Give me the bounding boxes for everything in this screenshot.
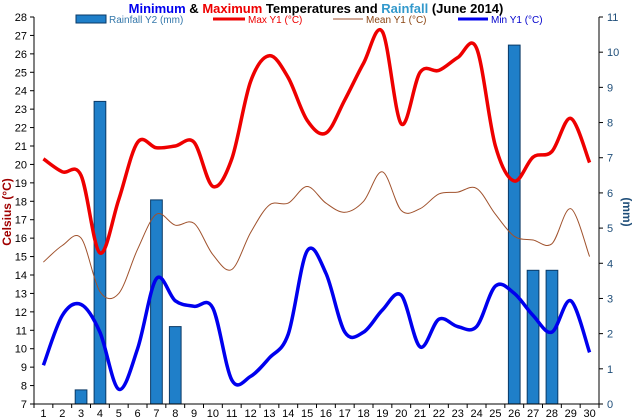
x-tick-label: 24 [470,408,482,420]
rainfall-bar [526,269,540,405]
title-part: (June 2014) [428,1,503,16]
rainfall-bar [507,44,521,405]
x-tick-label: 5 [116,408,122,420]
x-tick-label: 4 [97,408,103,420]
legend-label-rainfall: Rainfall Y2 (mm) [109,15,183,26]
rainfall-bar [545,269,559,405]
x-tick-label: 30 [583,408,595,420]
y-left-tick-label: 18 [15,196,27,208]
x-tick-label: 29 [565,408,577,420]
y-left-tick-label: 10 [15,344,27,356]
y-left-tick-label: 20 [15,159,27,171]
x-tick-label: 8 [172,408,178,420]
title-part: Rainfall [381,1,428,16]
title-part: Temperatures and [262,1,381,16]
series-line-max [42,27,592,255]
y-left-tick-label: 26 [15,49,27,61]
y-right-tick-label: 2 [607,329,613,341]
y-right-tick-label: 5 [607,223,613,235]
x-tick-label: 15 [301,408,313,420]
legend-label-mean: Mean Y1 (°C) [366,15,427,26]
y-left-tick-label: 21 [15,141,27,153]
legend-label-min: Min Y1 (°C) [491,15,543,26]
chart-title: Minimum & Maximum Temperatures and Rainf… [129,1,504,16]
x-tick-label: 10 [207,408,219,420]
y-left-tick-label: 24 [15,86,27,98]
y-left-tick-label: 23 [15,104,27,116]
y-right-tick-label: 8 [607,118,613,130]
series-line-min [41,246,592,392]
y-left-tick-label: 13 [15,288,27,300]
series-line-mean [43,171,591,300]
title-part: Maximum [202,1,262,16]
x-tick-label: 14 [282,408,294,420]
y-left-tick-label: 7 [21,399,27,411]
legend-label-max: Max Y1 (°C) [248,15,302,26]
x-tick-label: 18 [357,408,369,420]
x-tick-label: 3 [78,408,84,420]
y-right-tick-label: 7 [607,153,613,165]
y-right-tick-label: 4 [607,258,613,270]
y-axis-left-label: Celsius (°C) [0,178,14,245]
x-tick-label: 2 [59,408,65,420]
y-right-tick-label: 10 [607,47,619,59]
rainfall-bar [168,326,182,405]
x-tick-label: 7 [153,408,159,420]
y-left-tick-label: 8 [21,381,27,393]
x-tick-label: 20 [395,408,407,420]
x-tick-label: 17 [339,408,351,420]
legend: Rainfall Y2 (mm) Max Y1 (°C) Mean Y1 (°C) M… [75,14,543,26]
x-tick-label: 21 [414,408,426,420]
y-left-tick-label: 16 [15,233,27,245]
y-left-tick-label: 15 [15,252,27,264]
x-tick-label: 28 [546,408,558,420]
y-left-tick-label: 9 [21,362,27,374]
legend-swatch-rainfall [75,14,107,24]
y-right-tick-label: 11 [607,12,618,24]
y-axis-right-label: (mm) [620,197,633,226]
y-left-tick-label: 22 [15,123,27,135]
y-left-tick-label: 12 [15,307,27,319]
y-right-tick-label: 3 [607,293,613,305]
y-left-tick-label: 25 [15,67,27,79]
y-left-tick-label: 28 [15,12,27,24]
y-right-tick-label: 0 [607,399,613,411]
y-right-tick-label: 9 [607,82,613,94]
title-part: & [186,1,203,16]
plot-area: 7891011121314151617181920212223242526272… [15,12,620,420]
title-part: Minimum [129,1,186,16]
rainfall-bar [74,389,88,405]
x-tick-label: 22 [433,408,445,420]
x-tick-label: 6 [135,408,141,420]
y-left-tick-label: 17 [15,215,27,227]
y-right-tick-label: 6 [607,188,613,200]
y-left-tick-label: 27 [15,30,27,42]
y-left-tick-label: 19 [15,178,27,190]
x-tick-label: 25 [489,408,501,420]
x-tick-label: 12 [244,408,256,420]
rainfall-bar [150,199,163,405]
y-right-tick-label: 1 [607,364,613,376]
x-tick-label: 26 [508,408,520,420]
x-tick-label: 19 [376,408,388,420]
x-tick-label: 1 [40,408,46,420]
x-tick-label: 13 [263,408,275,420]
x-tick-label: 27 [527,408,539,420]
x-tick-label: 23 [452,408,464,420]
x-tick-label: 11 [226,408,237,420]
y-left-tick-label: 14 [15,270,27,282]
x-tick-label: 9 [191,408,197,420]
x-tick-label: 16 [320,408,332,420]
y-left-tick-label: 11 [16,325,27,337]
